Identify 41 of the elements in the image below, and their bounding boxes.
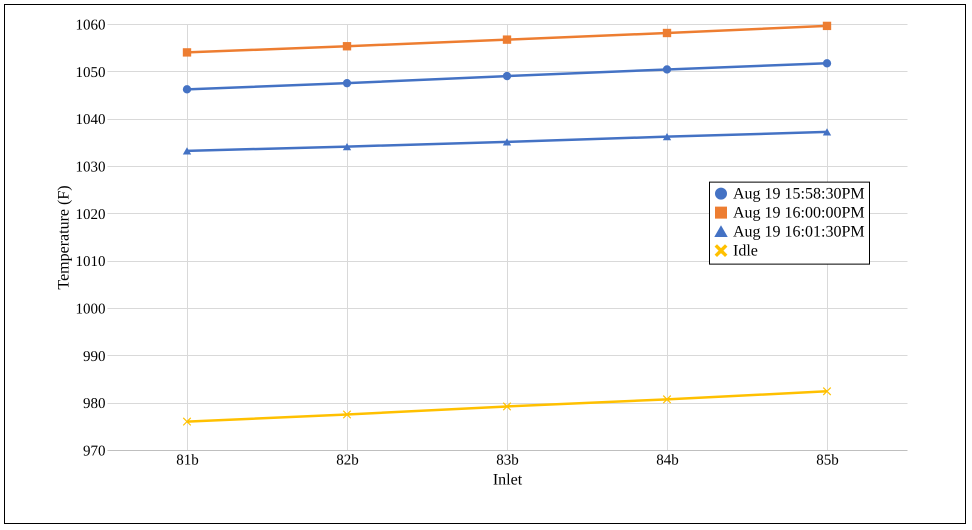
point [502, 72, 512, 80]
y-tick-label: 1040 [76, 112, 106, 128]
point [662, 28, 672, 38]
y-tick-label: 1060 [76, 18, 106, 34]
x-tick-label: 81b [176, 452, 199, 468]
legend-label: Aug 19 16:00:00PM [733, 204, 865, 222]
y-tick-label: 1000 [76, 302, 106, 318]
point [502, 138, 512, 146]
y-tick-label: 980 [83, 396, 106, 412]
point [662, 133, 672, 140]
y-tick-label: 1010 [76, 254, 106, 270]
y-tick-label: 1050 [76, 64, 106, 81]
point [182, 48, 192, 57]
y-axis-title: Temperature (F) [56, 185, 72, 290]
y-tick-label: 990 [83, 348, 106, 365]
x-axis-title: Inlet [492, 472, 523, 488]
point [182, 417, 192, 426]
legend-label: Aug 19 15:58:30PM [733, 186, 865, 203]
point [822, 22, 832, 30]
y-tick-label: 1030 [76, 160, 106, 176]
point [342, 42, 352, 50]
y-tick-label: 1020 [76, 206, 106, 223]
x-tick-label: 83b [496, 452, 519, 468]
y-tick-label: 970 [83, 444, 106, 460]
x-tick-label: 84b [656, 452, 679, 468]
x-tick-label: 85b [816, 452, 839, 468]
point [342, 78, 352, 88]
point [502, 402, 512, 411]
legend-label: Idle [733, 242, 758, 260]
point [822, 387, 832, 396]
point [342, 410, 352, 419]
point [822, 128, 832, 136]
point [342, 142, 352, 150]
point [182, 147, 192, 154]
point [182, 85, 192, 94]
legend-label: Aug 19 16:01:30PM [733, 224, 865, 241]
point [662, 65, 672, 74]
point [502, 35, 512, 44]
x-tick-label: 82b [336, 452, 359, 468]
point [662, 395, 672, 404]
point [822, 59, 832, 68]
